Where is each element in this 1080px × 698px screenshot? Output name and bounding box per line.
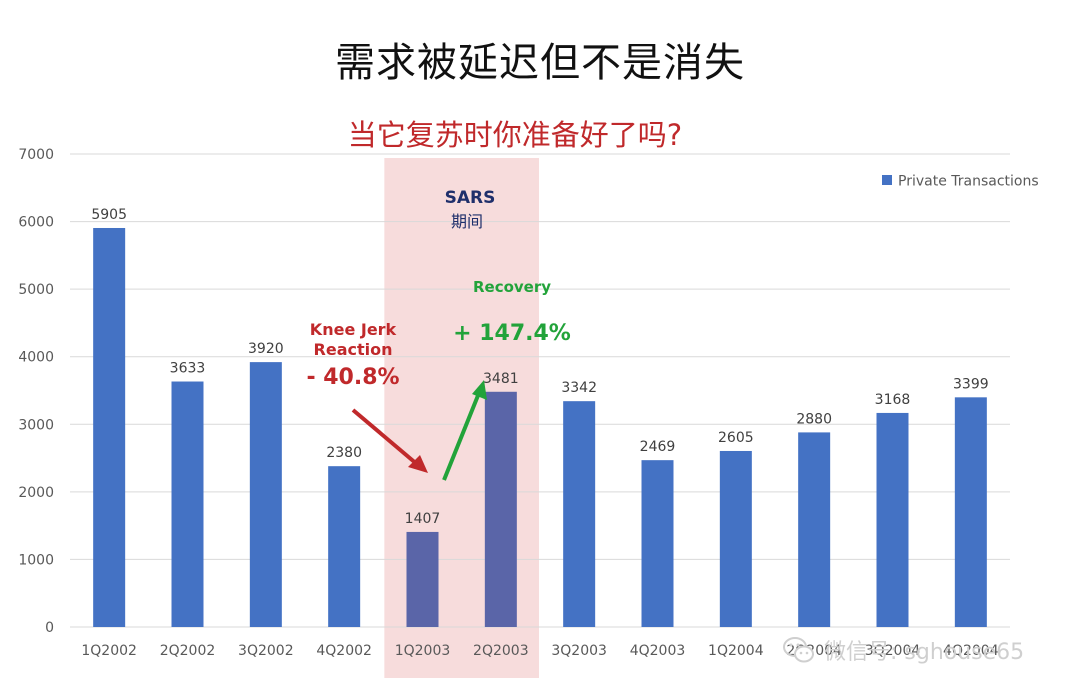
knee-jerk-label: Knee Jerk xyxy=(310,320,397,339)
bar-1Q2003 xyxy=(406,531,439,627)
y-tick-label: 0 xyxy=(45,620,54,636)
down-arrowhead-icon xyxy=(408,455,428,473)
sars-label: SARS xyxy=(445,188,496,208)
x-tick-label: 4Q2004 xyxy=(943,643,999,659)
bar-4Q2002 xyxy=(328,466,361,627)
data-label: 1407 xyxy=(405,511,441,527)
data-label: 3920 xyxy=(248,341,284,357)
data-label: 2380 xyxy=(326,445,362,461)
y-tick-label: 6000 xyxy=(18,215,54,231)
y-tick-label: 7000 xyxy=(18,147,54,163)
recovery-annotation: Recovery + 147.4% xyxy=(442,278,571,481)
y-axis: 0 1000 2000 3000 4000 5000 6000 7000 xyxy=(18,147,54,636)
legend: Private Transactions xyxy=(882,174,1039,190)
data-label: 3342 xyxy=(561,380,597,396)
bar-3Q2004 xyxy=(876,412,909,627)
up-arrowhead-icon xyxy=(472,380,487,400)
data-label: 3399 xyxy=(953,376,989,392)
down-arrow-icon xyxy=(351,408,420,467)
data-label: 3481 xyxy=(483,371,519,387)
watermark: 微信号: sghouse65 xyxy=(782,632,1024,668)
bar-2Q2003 xyxy=(484,391,517,627)
x-tick-label: 3Q2002 xyxy=(238,643,294,659)
data-label: 5905 xyxy=(91,207,127,223)
bar-1Q2004 xyxy=(719,450,752,627)
reaction-label: Reaction xyxy=(314,340,393,359)
bar-3Q2003 xyxy=(563,401,596,627)
watermark-text: 微信号: sghouse65 xyxy=(824,640,1025,665)
gridlines xyxy=(70,153,1010,628)
bar-1Q2002 xyxy=(93,227,126,627)
wechat-icon xyxy=(783,637,814,663)
x-tick-label: 3Q2004 xyxy=(865,643,921,659)
bar-4Q2004 xyxy=(954,397,987,627)
data-label: 3168 xyxy=(875,392,911,408)
data-label: 2605 xyxy=(718,430,754,446)
sars-annotation: SARS 期间 xyxy=(445,188,496,231)
bar-4Q2003 xyxy=(641,460,674,627)
x-axis: 1Q2002 2Q2002 3Q2002 4Q2002 1Q2003 2Q2003 3Q20… xyxy=(81,643,998,659)
bar-2Q2002 xyxy=(171,381,204,627)
knee-jerk-annotation: Knee Jerk Reaction - 40.8% xyxy=(306,320,428,473)
x-tick-label: 3Q2003 xyxy=(551,643,607,659)
data-label: 3633 xyxy=(170,361,206,377)
legend-label: Private Transactions xyxy=(898,174,1039,190)
page-subtitle: 当它复苏时你准备好了吗? xyxy=(347,118,683,152)
x-tick-label: 1Q2004 xyxy=(708,643,764,659)
bar-3Q2002 xyxy=(249,362,282,627)
x-tick-label: 1Q2003 xyxy=(395,643,451,659)
bar-2Q2004 xyxy=(798,432,831,627)
data-labels: 5905 3633 3920 2380 1407 3481 3342 2469 2605 2880… xyxy=(91,207,988,527)
up-arrow-icon xyxy=(442,392,481,481)
y-tick-label: 5000 xyxy=(18,282,54,298)
data-label: 2469 xyxy=(640,439,676,455)
sars-period-label: 期间 xyxy=(451,212,483,231)
knee-jerk-value: - 40.8% xyxy=(306,365,399,390)
x-tick-label: 4Q2002 xyxy=(316,643,372,659)
page-title: 需求被延迟但不是消失 xyxy=(335,40,745,86)
x-tick-label: 1Q2002 xyxy=(81,643,137,659)
bars xyxy=(93,227,987,627)
legend-swatch xyxy=(882,175,892,185)
data-label: 2880 xyxy=(796,411,832,427)
x-tick-label: 4Q2003 xyxy=(630,643,686,659)
x-tick-label: 2Q2003 xyxy=(473,643,529,659)
recovery-value: + 147.4% xyxy=(453,321,571,346)
y-tick-label: 4000 xyxy=(18,350,54,366)
y-tick-label: 3000 xyxy=(18,417,54,433)
recovery-label: Recovery xyxy=(473,278,551,296)
x-tick-label: 2Q2002 xyxy=(160,643,216,659)
y-tick-label: 2000 xyxy=(18,485,54,501)
y-tick-label: 1000 xyxy=(18,552,54,568)
